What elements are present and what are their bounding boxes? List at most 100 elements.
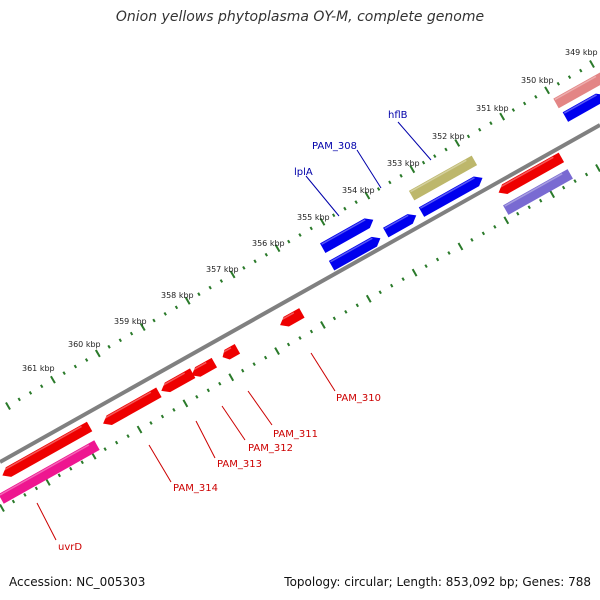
gene-label[interactable]: hflB — [388, 110, 408, 121]
outer-major-tick — [409, 165, 416, 174]
gene-pam-313-shape — [161, 368, 196, 393]
scale-label: 355 kbp — [297, 213, 330, 222]
gene-upper-right-faded-highlight — [554, 75, 597, 101]
outer-minor-tick — [73, 364, 78, 369]
scale-label: 351 kbp — [476, 104, 509, 113]
inner-minor-tick — [516, 211, 520, 216]
gene-reverse-upper-right-shape — [498, 152, 565, 194]
inner-minor-tick — [584, 172, 589, 177]
inner-minor-tick — [172, 408, 176, 412]
gene-lpla-lower-shape — [328, 236, 381, 271]
genome-backbone — [0, 123, 600, 464]
outer-minor-tick — [40, 384, 44, 389]
outer-minor-tick — [219, 279, 224, 283]
inner-minor-tick — [355, 303, 359, 308]
inner-minor-tick — [80, 460, 84, 465]
outer-minor-tick — [332, 213, 336, 218]
inner-minor-tick — [424, 264, 428, 268]
gene-label[interactable]: PAM_310 — [336, 393, 381, 404]
outer-minor-tick — [197, 292, 201, 297]
gene-upper-right-faded[interactable] — [553, 71, 600, 109]
inner-minor-tick — [195, 394, 199, 399]
outer-tick-ring — [5, 60, 595, 410]
inner-major-tick — [182, 399, 189, 408]
outer-minor-tick — [264, 252, 268, 257]
gene-lpla-upper-highlight — [321, 219, 366, 245]
gene-pam-314-shape — [103, 387, 162, 426]
outer-minor-tick — [84, 358, 89, 362]
gene-pam-308-highlight — [384, 214, 409, 230]
gene-pam-308-adjacent[interactable] — [418, 173, 485, 217]
gene-upper-right-blue[interactable] — [562, 90, 600, 122]
gene-uvrd-upper[interactable] — [0, 421, 93, 481]
outer-major-tick — [94, 349, 101, 358]
gene-pam-313[interactable] — [159, 368, 196, 395]
gene-label[interactable]: PAM_314 — [173, 483, 218, 494]
outer-major-tick — [139, 323, 146, 332]
outer-minor-tick — [287, 239, 291, 244]
outer-minor-tick — [62, 371, 66, 376]
inner-minor-tick — [69, 466, 73, 471]
inner-tick-ring — [0, 164, 600, 512]
inner-major-tick — [595, 164, 600, 172]
scale-label: 361 kbp — [22, 364, 55, 373]
outer-minor-tick — [376, 187, 381, 191]
gene-label[interactable]: PAM_312 — [248, 443, 293, 454]
outer-minor-tick — [17, 397, 21, 402]
gene-callout-line — [221, 405, 246, 441]
gene-hflb[interactable] — [408, 155, 478, 201]
outer-minor-tick — [478, 127, 482, 132]
gene-upper-right-blue-highlight — [563, 94, 597, 114]
gene-label[interactable]: PAM_313 — [217, 459, 262, 470]
map-title: Onion yellows phytoplasma OY-M, complete… — [115, 9, 485, 25]
scale-label: 354 kbp — [342, 186, 375, 195]
inner-major-tick — [320, 320, 326, 329]
gene-label[interactable]: lplA — [294, 167, 313, 178]
scale-label: 357 kbp — [206, 265, 239, 274]
gene-pam-314[interactable] — [100, 387, 162, 429]
outer-minor-tick — [522, 101, 527, 106]
gene-label[interactable]: PAM_308 — [312, 141, 357, 152]
gene-pam-312[interactable] — [189, 357, 218, 380]
outer-minor-tick — [399, 173, 403, 178]
scale-label: 358 kbp — [161, 291, 194, 300]
gene-lpla-lower-highlight — [330, 237, 373, 263]
gene-label[interactable]: uvrD — [58, 542, 82, 553]
gene-reverse-faded-blue[interactable] — [503, 169, 573, 215]
gene-labels: hflB PAM_308 lplA PAM_310 PAM_311 PAM_312 PAM_… — [58, 110, 408, 553]
gene-uvrd-upper-highlight — [0, 425, 82, 473]
gene-uvrd-shape — [0, 440, 100, 504]
outer-minor-tick — [253, 259, 257, 264]
gene-pam-311[interactable] — [220, 344, 241, 362]
outer-minor-tick — [152, 318, 156, 323]
outer-minor-tick — [433, 154, 437, 158]
gene-pam-308-shape — [383, 214, 417, 238]
outer-minor-tick — [567, 75, 572, 80]
outer-minor-tick — [343, 206, 347, 211]
gene-pam-310[interactable] — [277, 308, 305, 330]
inner-minor-tick — [390, 283, 394, 288]
inner-minor-tick — [57, 473, 61, 478]
inner-minor-tick — [470, 238, 474, 242]
outer-minor-tick — [298, 233, 302, 237]
gene-uvrd[interactable] — [0, 440, 100, 504]
gene-lpla-upper[interactable] — [320, 215, 376, 253]
gene-pam-308[interactable] — [383, 211, 419, 238]
genome-summary: Topology: circular; Length: 853,092 bp; … — [284, 575, 591, 589]
gene-callout-line — [195, 420, 216, 459]
outer-major-tick — [364, 191, 371, 200]
gene-label[interactable]: PAM_311 — [273, 429, 318, 440]
outer-minor-tick — [579, 68, 583, 73]
inner-minor-tick — [286, 342, 291, 347]
outer-minor-tick — [421, 160, 426, 165]
outer-major-tick — [319, 217, 326, 226]
gene-uvrd-highlight — [0, 444, 90, 496]
gene-pam-311-highlight — [221, 347, 232, 354]
inner-major-tick — [457, 242, 464, 251]
accession-text: Accession: NC_005303 — [9, 575, 146, 589]
inner-minor-tick — [103, 447, 107, 452]
outer-minor-tick — [466, 134, 471, 139]
gene-reverse-upper-right[interactable] — [496, 152, 565, 198]
gene-reverse-faded-blue-shape — [503, 169, 573, 215]
gene-lpla-lower[interactable] — [328, 233, 383, 271]
